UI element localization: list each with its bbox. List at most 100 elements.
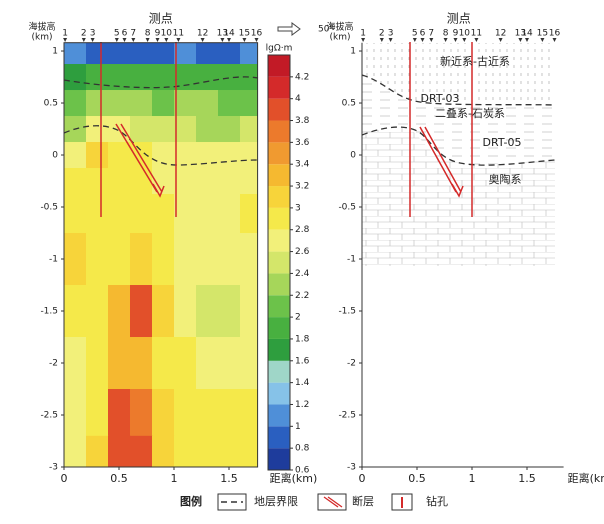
station <box>412 38 417 42</box>
colorbar-band <box>268 120 290 143</box>
station <box>361 38 366 42</box>
colorbar-tick-label: 2.6 <box>295 247 310 257</box>
cell <box>108 142 131 169</box>
colorbar-tick-label: 4 <box>295 94 301 104</box>
station-label: 1 <box>62 29 68 39</box>
cell <box>196 168 219 195</box>
cell <box>152 42 175 65</box>
x-tick-label: 0.5 <box>110 472 128 485</box>
plot-frame <box>63 42 259 468</box>
station-label: 12 <box>495 29 506 39</box>
legend-title: 图例 <box>180 494 202 508</box>
y-tick-label: 0 <box>52 151 58 161</box>
station <box>518 38 523 42</box>
cell <box>218 389 241 437</box>
cell <box>174 42 197 65</box>
station-label: 13 <box>515 29 526 39</box>
station <box>420 38 425 42</box>
cell <box>86 285 109 338</box>
colorbar-band <box>268 76 290 99</box>
cell <box>108 435 131 467</box>
cell <box>108 64 131 91</box>
cell <box>130 285 153 338</box>
cell <box>152 389 175 437</box>
station-label: 5 <box>412 29 418 39</box>
station <box>155 38 160 42</box>
cell <box>108 389 131 437</box>
colorbar-tick-label: 2.2 <box>295 291 309 301</box>
station <box>164 38 169 42</box>
station-label: 2 <box>379 29 385 39</box>
station-label: 7 <box>130 29 136 39</box>
station <box>242 38 247 42</box>
station <box>131 38 136 42</box>
cell <box>108 285 131 338</box>
cell <box>196 142 219 169</box>
legend-item: 地层界限 <box>254 495 298 508</box>
station-label: 9 <box>155 29 161 39</box>
colorbar-tick-label: 3.8 <box>295 116 310 126</box>
station-label: 8 <box>443 29 449 39</box>
cell <box>196 42 219 65</box>
cell <box>240 389 258 437</box>
colorbar-band <box>268 404 290 427</box>
station-label: 10 <box>459 29 471 39</box>
cell <box>174 116 197 143</box>
y-tick-label: -2.5 <box>338 411 356 421</box>
unit-label: 二叠系-石炭系 <box>435 107 505 120</box>
cell <box>86 389 109 437</box>
station-label: 12 <box>197 29 208 39</box>
colorbar-band <box>268 55 290 77</box>
cell <box>86 168 109 195</box>
cell <box>152 64 175 91</box>
unit-label: DRT-05 <box>483 136 522 149</box>
colorbar-band <box>268 273 290 296</box>
cell <box>130 233 153 286</box>
colorbar-tick-label: 3 <box>295 203 301 213</box>
direction-arrow <box>277 22 301 36</box>
y-tick-label: -1 <box>49 255 58 265</box>
legend: 图例 地层界限 断层 钻孔 <box>180 493 448 511</box>
colorbar-tick-label: 1.2 <box>295 400 309 410</box>
cell <box>130 389 153 437</box>
station-label: 15 <box>537 29 548 39</box>
y-tick-label: -2 <box>347 359 356 369</box>
cell <box>240 116 258 143</box>
cell <box>196 194 219 234</box>
station-label: 5 <box>114 29 120 39</box>
cell <box>218 64 241 91</box>
station-label: 13 <box>217 29 228 39</box>
x-tick-label: 1.5 <box>220 472 238 485</box>
cell <box>152 116 175 143</box>
y-tick-label: -0.5 <box>338 203 356 213</box>
colorbar-band <box>268 295 290 318</box>
colorbar-title: lgΩ·m <box>266 44 293 54</box>
colorbar-tick-label: 3.6 <box>295 138 310 148</box>
cell <box>86 90 109 117</box>
cell <box>64 389 87 437</box>
cell <box>108 233 131 286</box>
colorbar-band <box>268 186 290 208</box>
cell <box>130 116 153 143</box>
colorbar-band <box>268 229 290 252</box>
x-axis-label: 距离(km) <box>270 471 318 485</box>
cell <box>218 194 241 234</box>
cell <box>218 233 241 286</box>
station-label: 11 <box>173 29 184 39</box>
colorbar-tick-label: 2.4 <box>295 269 310 279</box>
faults-boreholes <box>100 42 473 217</box>
station <box>227 38 231 42</box>
colorbar-band <box>268 142 290 165</box>
station-label: 2 <box>81 29 87 39</box>
cell <box>174 64 197 91</box>
station <box>81 38 86 42</box>
cell <box>174 168 197 195</box>
colorbar-band <box>268 98 290 121</box>
cell <box>196 90 219 117</box>
cell <box>152 337 175 390</box>
cell <box>86 64 109 91</box>
station <box>220 38 225 42</box>
section-fill <box>362 43 555 266</box>
station <box>498 38 503 42</box>
unit-label: 新近系-古近系 <box>440 54 510 68</box>
